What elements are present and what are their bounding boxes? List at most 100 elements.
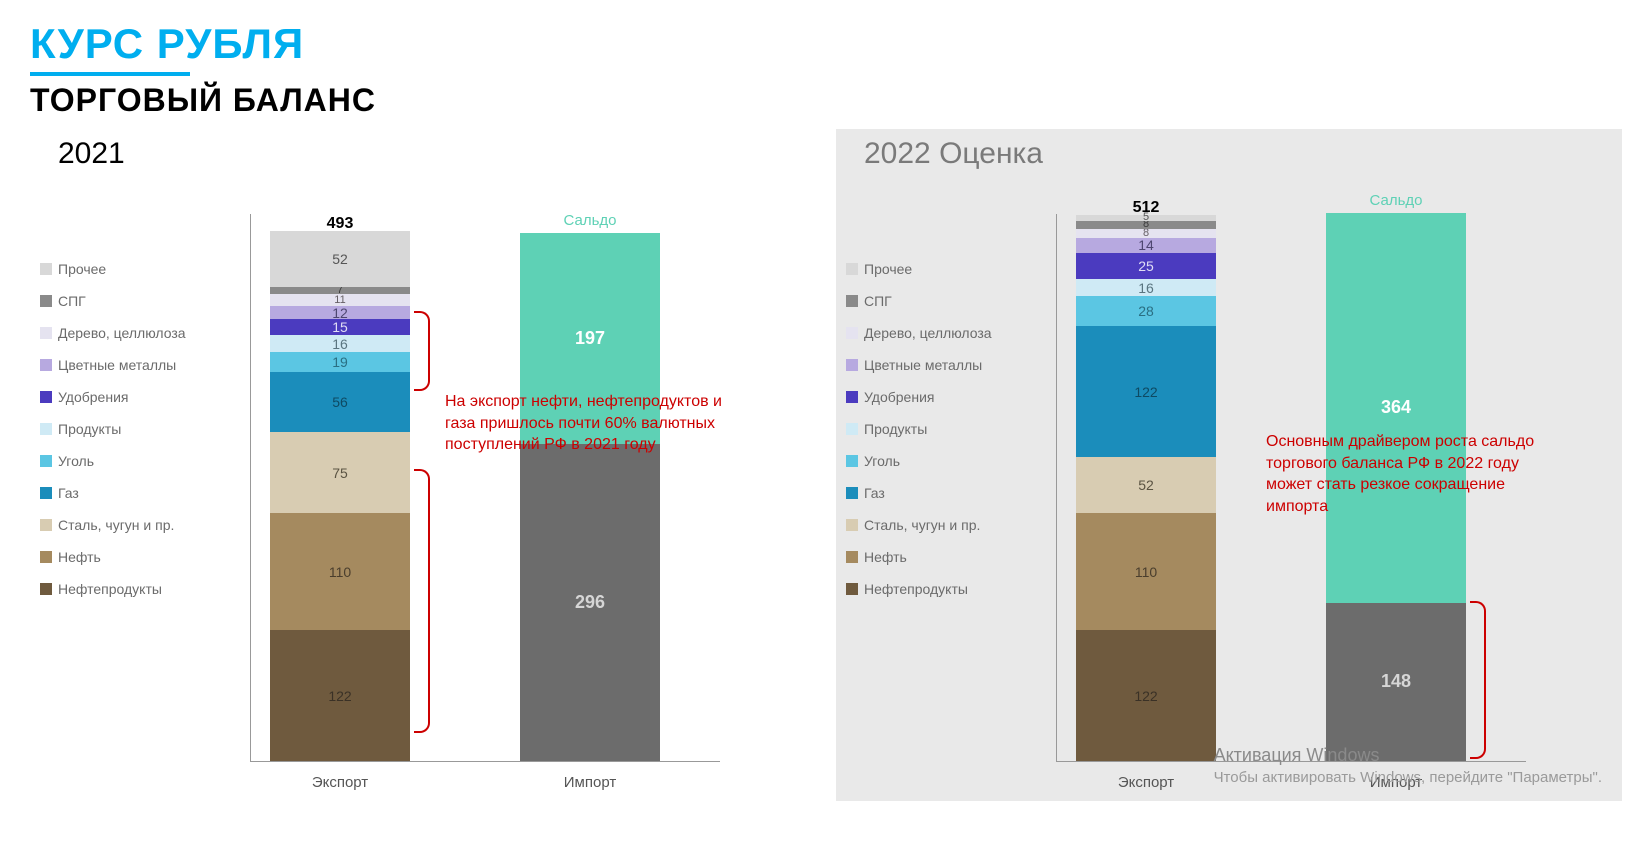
legend-label: Дерево, целлюлоза bbox=[58, 325, 186, 341]
legend-item: Сталь, чугун и пр. bbox=[846, 517, 1016, 533]
legend-label: СПГ bbox=[58, 293, 86, 309]
bar-segment: 75 bbox=[270, 432, 410, 512]
legend-label: Нефтепродукты bbox=[58, 581, 162, 597]
bar-segment: 19 bbox=[270, 352, 410, 372]
legend-item: Продукты bbox=[40, 421, 210, 437]
bar-segment: 52 bbox=[1076, 457, 1216, 513]
legend-2021: Прочее СПГ Дерево, целлюлоза Цветные металл… bbox=[40, 181, 210, 613]
bar-total: 493 bbox=[270, 215, 410, 233]
legend-label: Уголь bbox=[864, 453, 900, 469]
segment-value: 122 bbox=[1134, 688, 1157, 704]
bar-segment: 15 bbox=[270, 319, 410, 335]
watermark-body: Чтобы активировать Windows, перейдите "П… bbox=[1214, 768, 1602, 788]
legend-item: СПГ bbox=[846, 293, 1016, 309]
bar-segment: 296 bbox=[520, 444, 660, 761]
segment-value: 148 bbox=[1381, 671, 1411, 692]
legend-label: Продукты bbox=[864, 421, 927, 437]
legend-item: Нефть bbox=[846, 549, 1016, 565]
segment-value: 16 bbox=[332, 336, 348, 352]
bar-segment: 110 bbox=[270, 513, 410, 631]
segment-value: 16 bbox=[1138, 280, 1154, 296]
bar-segment: 122 bbox=[1076, 630, 1216, 761]
segment-value: 15 bbox=[332, 319, 348, 335]
legend-swatch bbox=[40, 295, 52, 307]
legend-item: Уголь bbox=[846, 453, 1016, 469]
segment-value: 122 bbox=[328, 688, 351, 704]
bar-segment: 28 bbox=[1076, 296, 1216, 326]
chart-2022: 1221105212228162514885512Экспорт148364Им… bbox=[1016, 181, 1612, 801]
bar-segment: 14 bbox=[1076, 238, 1216, 253]
segment-value: 110 bbox=[1135, 564, 1157, 580]
legend-item: Газ bbox=[846, 485, 1016, 501]
segment-value: 52 bbox=[332, 251, 348, 267]
bar-segment: 56 bbox=[270, 372, 410, 432]
title-underline bbox=[30, 72, 190, 76]
legend-label: Нефть bbox=[864, 549, 907, 565]
bar-segment: 12 bbox=[270, 306, 410, 319]
legend-swatch bbox=[846, 423, 858, 435]
stacked-bar: 296 197 bbox=[520, 233, 660, 761]
legend-label: Дерево, целлюлоза bbox=[864, 325, 992, 341]
legend-item: Прочее bbox=[40, 261, 210, 277]
legend-item: Цветные металлы bbox=[40, 357, 210, 373]
legend-item: Сталь, чугун и пр. bbox=[40, 517, 210, 533]
legend-swatch bbox=[846, 487, 858, 499]
annotation-bracket bbox=[1470, 601, 1486, 759]
bar-xlabel: Экспорт bbox=[1076, 774, 1216, 791]
annotation-text: На экспорт нефти, нефтепродуктов и газа … bbox=[445, 391, 735, 456]
legend-label: Газ bbox=[58, 485, 79, 501]
legend-label: Прочее bbox=[58, 261, 106, 277]
panel-2021: 2021 Прочее СПГ Дерево, целлюлоза Цветные м… bbox=[30, 129, 816, 801]
page-subtitle: ТОРГОВЫЙ БАЛАНС bbox=[30, 82, 1622, 119]
legend-item: Нефть bbox=[40, 549, 210, 565]
legend-label: Нефть bbox=[58, 549, 101, 565]
panel-title-2022: 2022 Оценка bbox=[864, 137, 1612, 171]
legend-swatch bbox=[846, 455, 858, 467]
saldo-label: Сальдо bbox=[520, 212, 660, 229]
page-title: КУРС РУБЛЯ bbox=[30, 20, 1622, 68]
segment-value: 12 bbox=[332, 305, 348, 321]
legend-swatch bbox=[40, 455, 52, 467]
legend-swatch bbox=[40, 263, 52, 275]
legend-swatch bbox=[846, 263, 858, 275]
windows-watermark: Активация Windows Чтобы активировать Win… bbox=[1214, 744, 1602, 787]
segment-value: 28 bbox=[1138, 303, 1154, 319]
bar-total: 512 bbox=[1076, 199, 1216, 217]
segment-value: 56 bbox=[332, 394, 348, 410]
legend-label: Удобрения bbox=[58, 389, 128, 405]
legend-swatch bbox=[846, 327, 858, 339]
bar-segment: 110 bbox=[1076, 513, 1216, 631]
annotation-text: Основным драйвером роста сальдо торговог… bbox=[1266, 431, 1556, 517]
legend-item: Дерево, целлюлоза bbox=[40, 325, 210, 341]
bar-segment: 16 bbox=[270, 335, 410, 352]
legend-swatch bbox=[846, 519, 858, 531]
legend-swatch bbox=[846, 583, 858, 595]
segment-value: 197 bbox=[575, 328, 605, 349]
legend-item: Удобрения bbox=[40, 389, 210, 405]
legend-swatch bbox=[40, 327, 52, 339]
legend-label: Удобрения bbox=[864, 389, 934, 405]
panel-2022: 2022 Оценка ПрочееСПГДерево, целлюлозаЦв… bbox=[836, 129, 1622, 801]
legend-item: Газ bbox=[40, 485, 210, 501]
legend-swatch bbox=[40, 551, 52, 563]
chart-2021: 12211075561916151211752493Экспорт296197И… bbox=[210, 181, 806, 801]
bar-xlabel: Экспорт bbox=[270, 774, 410, 791]
annotation-bracket bbox=[414, 469, 430, 733]
watermark-title: Активация Windows bbox=[1214, 744, 1602, 767]
legend-label: Уголь bbox=[58, 453, 94, 469]
legend-item: Удобрения bbox=[846, 389, 1016, 405]
legend-item: Нефтепродукты bbox=[846, 581, 1016, 597]
legend-label: Сталь, чугун и пр. bbox=[58, 517, 174, 533]
legend-swatch bbox=[846, 391, 858, 403]
bar-segment: 364 bbox=[1326, 213, 1466, 603]
segment-value: 25 bbox=[1138, 258, 1154, 274]
bar-xlabel: Импорт bbox=[520, 774, 660, 791]
stacked-bar: 12211075561916151211752 bbox=[270, 231, 410, 761]
legend-swatch bbox=[40, 519, 52, 531]
legend-swatch bbox=[40, 583, 52, 595]
legend-swatch bbox=[40, 423, 52, 435]
legend-item: Цветные металлы bbox=[846, 357, 1016, 373]
panel-title-2021: 2021 bbox=[58, 137, 806, 171]
bar-segment: 122 bbox=[270, 630, 410, 761]
legend-2022: ПрочееСПГДерево, целлюлозаЦветные металл… bbox=[846, 181, 1016, 613]
